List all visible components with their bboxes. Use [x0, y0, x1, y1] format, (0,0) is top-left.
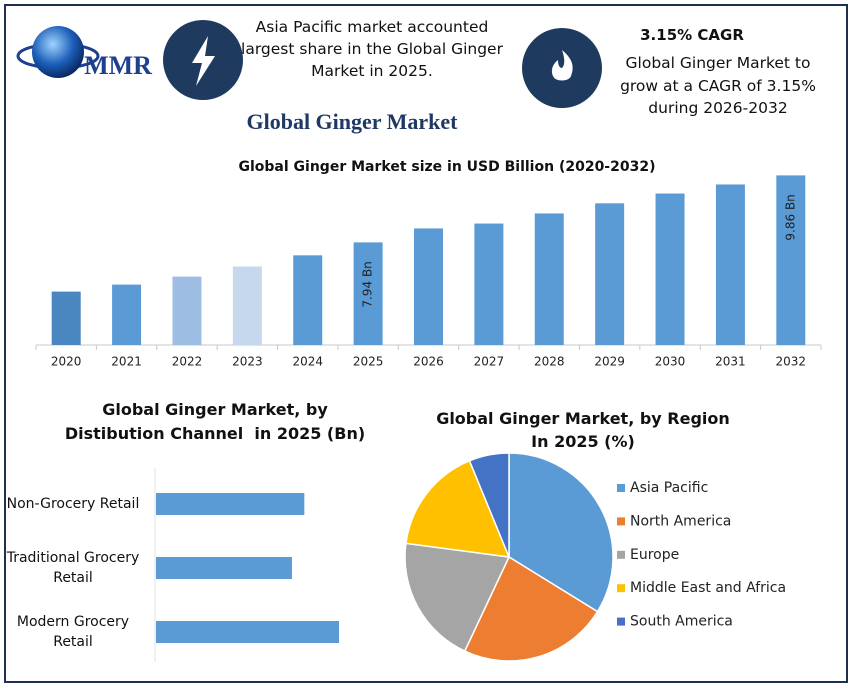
bar — [414, 228, 443, 345]
x-tick-label: 2026 — [413, 355, 444, 369]
y-tick-label: Non-Grocery Retail — [6, 496, 140, 512]
x-tick-label: 2027 — [474, 355, 505, 369]
bar — [534, 213, 564, 345]
x-tick-label: 2028 — [534, 355, 565, 369]
x-tick-label: 2031 — [715, 355, 746, 369]
x-tick-label: 2029 — [594, 355, 625, 369]
x-tick-label: 2022 — [172, 355, 203, 369]
legend-swatch — [617, 550, 625, 559]
data-label: 7.94 Bn — [361, 261, 375, 307]
logo-globe — [32, 26, 84, 78]
bar — [715, 184, 745, 345]
bar — [112, 284, 142, 345]
bar — [474, 223, 504, 345]
data-label: 9.86 Bn — [783, 194, 797, 240]
bar — [655, 193, 685, 345]
chart-title: Global Ginger Market, by Region In 2025 … — [436, 409, 730, 451]
legend-swatch — [617, 584, 625, 593]
x-tick-label: 2020 — [51, 355, 82, 369]
pie-slice — [463, 555, 599, 662]
bar — [156, 557, 292, 579]
chart-title: Global Ginger Market, by Distibution Cha… — [64, 400, 366, 443]
bar — [776, 175, 806, 345]
x-tick-label: 2030 — [655, 355, 686, 369]
bar — [172, 276, 202, 345]
frame — [4, 4, 848, 683]
legend-label: North America — [630, 513, 731, 529]
main-title: Global Ginger Market — [246, 109, 458, 134]
bar — [595, 203, 625, 345]
x-tick-label: 2023 — [232, 355, 263, 369]
legend-label: Europe — [630, 547, 679, 563]
pie-slice — [468, 452, 510, 558]
bar — [293, 255, 323, 345]
legend-swatch — [617, 517, 625, 526]
insight-title: 3.15% CAGR — [640, 26, 744, 44]
bar — [51, 291, 81, 345]
legend-swatch — [617, 617, 625, 626]
x-tick-label: 2021 — [111, 355, 142, 369]
insight-text: Global Ginger Market to grow at a CAGR o… — [620, 54, 816, 117]
pie-slice — [404, 542, 511, 653]
legend-label: South America — [630, 614, 733, 630]
y-tick-label: Traditional Grocery Retail — [6, 550, 140, 586]
legend-label: Asia Pacific — [630, 480, 708, 496]
pie-slice — [405, 459, 511, 558]
insight-text: Asia Pacific market accounted largest sh… — [241, 18, 503, 80]
bar — [156, 621, 340, 643]
x-tick-label: 2024 — [292, 355, 323, 369]
icon-bolt — [192, 36, 215, 86]
pie-slice — [508, 452, 614, 613]
x-tick-label: 2032 — [776, 355, 807, 369]
legend-swatch — [617, 484, 625, 492]
bar — [232, 266, 262, 345]
bar — [353, 242, 383, 345]
chart-title: Global Ginger Market size in USD Billion… — [239, 159, 656, 175]
logo-text: MMR — [84, 51, 152, 80]
icon-flame — [551, 50, 573, 81]
y-tick-label: Modern Grocery Retail — [16, 614, 130, 650]
bar — [156, 493, 305, 515]
x-tick-label: 2025 — [353, 355, 384, 369]
legend-label: Middle East and Africa — [630, 580, 786, 596]
